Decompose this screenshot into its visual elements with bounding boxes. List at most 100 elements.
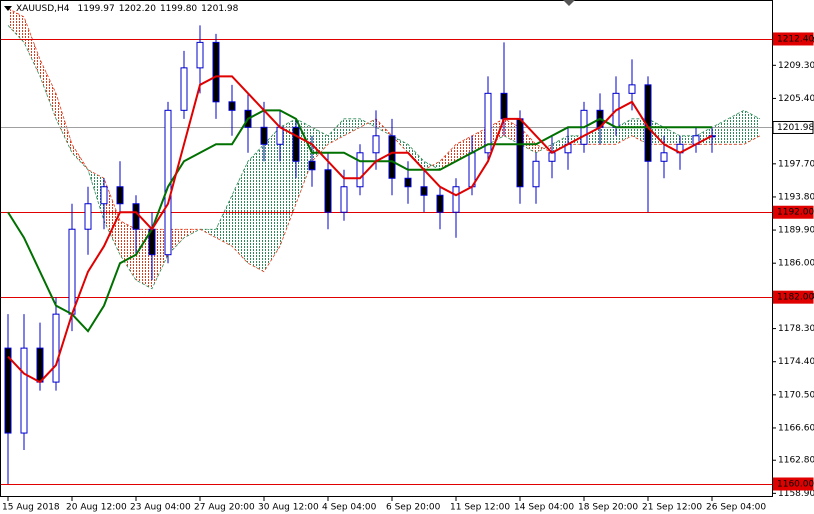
x-tick-label: 20 Aug 12:00 (66, 503, 127, 513)
x-tick-label: 26 Sep 04:00 (706, 503, 766, 513)
cloud (248, 144, 264, 272)
cloud (552, 135, 568, 153)
cloud (584, 127, 600, 145)
ohlc-value: 1199.97 (78, 4, 115, 14)
x-tick-label: 27 Aug 20:00 (194, 503, 255, 513)
y-tick-label: 1162.80 (778, 456, 814, 466)
cloud (504, 118, 520, 145)
level-label: 1192.00 (777, 208, 814, 218)
menu-triangle (4, 6, 12, 11)
candle-body (660, 152, 668, 162)
y-tick-label: 1166.60 (778, 423, 814, 433)
symbol: XAUUSD,H4 (16, 4, 70, 14)
cloud (40, 59, 56, 119)
x-tick-label: 14 Sep 04:00 (514, 503, 574, 513)
candle-body (276, 126, 284, 145)
cloud (296, 118, 312, 204)
candle-body (420, 186, 428, 196)
candle-body (324, 169, 332, 213)
candle-body (308, 160, 316, 171)
y-tick-label: 1174.40 (778, 357, 814, 367)
x-tick-label: 15 Aug 2018 (2, 503, 60, 513)
cloud (408, 144, 424, 170)
candle-body (36, 347, 44, 383)
ohlc-value: 1201.98 (201, 4, 238, 14)
candle-body (132, 203, 140, 230)
candle-body (228, 101, 236, 111)
candle-body (100, 186, 108, 205)
candle-body (116, 186, 124, 205)
y-tick-label: 1158.90 (778, 489, 814, 499)
candle-body (388, 135, 396, 179)
x-tick-label: 21 Sep 12:00 (642, 503, 702, 513)
x-tick-label: 11 Sep 12:00 (450, 503, 510, 513)
candle-body (356, 152, 364, 188)
x-tick-label: 30 Aug 12:00 (258, 503, 319, 513)
candle-body (260, 126, 268, 145)
cloud (664, 127, 680, 145)
candle-body (452, 186, 460, 213)
candle-body (20, 347, 28, 434)
candle-body (180, 67, 188, 111)
cloud (488, 118, 504, 145)
cloud (632, 118, 648, 145)
candle-body (196, 41, 204, 69)
cloud (312, 127, 328, 162)
candle-body (484, 92, 492, 154)
shift-marker (563, 0, 575, 6)
cloud (328, 118, 344, 145)
cloud (680, 135, 696, 145)
level-label: 1212.40 (777, 34, 814, 44)
y-tick-label: 1205.40 (778, 94, 814, 104)
level-label: 1160.00 (777, 480, 814, 490)
candle-body (436, 194, 444, 213)
header: XAUUSD,H4 1199.97 1202.20 1199.80 1201.98 (16, 4, 239, 14)
ohlc-value: 1202.20 (119, 4, 156, 14)
y-tick-label: 1193.80 (778, 192, 814, 202)
candle-body (84, 203, 92, 230)
level-label: 1182.00 (777, 293, 814, 303)
cloud (520, 127, 536, 153)
candle-body (372, 135, 380, 154)
candle-body (4, 347, 12, 434)
kijun-sen (7, 109, 712, 333)
candle-body (516, 118, 524, 188)
cloud (152, 229, 168, 289)
cloud (168, 229, 184, 255)
cloud (136, 229, 152, 289)
y-tick-label: 1197.70 (778, 159, 814, 169)
candle-body (548, 152, 556, 162)
y-tick-label: 1178.30 (778, 324, 814, 334)
cloud (712, 118, 728, 145)
candle-body (52, 313, 60, 383)
candle-body (500, 92, 508, 120)
cloud (24, 16, 40, 77)
cloud (8, 8, 24, 43)
cloud (648, 118, 664, 145)
x-tick-label: 6 Sep 20:00 (386, 503, 441, 513)
cloud (216, 195, 232, 247)
cloud (696, 127, 712, 145)
y-tick-label: 1186.00 (778, 259, 814, 269)
tenkan-sen (7, 75, 713, 384)
x-tick-label: 18 Sep 20:00 (578, 503, 638, 513)
candle-body (292, 126, 300, 162)
candle-body (212, 41, 220, 103)
cloud (600, 127, 616, 145)
y-tick-label: 1189.90 (778, 226, 814, 236)
candle-body (340, 186, 348, 213)
plot-frame (0, 0, 773, 497)
cloud (56, 93, 72, 153)
cloud (616, 118, 632, 145)
cloud (200, 229, 216, 238)
candle-body (532, 160, 540, 188)
cloud (440, 144, 456, 170)
candle-body (628, 84, 636, 94)
candle-body (404, 177, 412, 188)
level-label: 1201.98 (777, 123, 814, 133)
candle-body (68, 228, 76, 315)
x-tick-label: 4 Sep 04:00 (322, 503, 377, 513)
y-tick-label: 1170.50 (778, 390, 814, 400)
x-tick-label: 23 Aug 04:00 (130, 503, 191, 513)
